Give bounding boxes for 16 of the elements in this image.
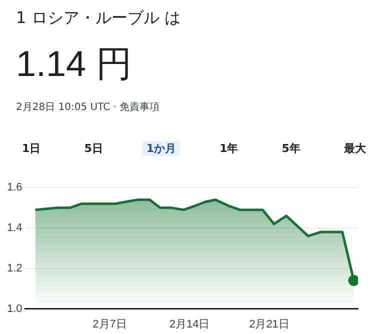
y-tick-label: 1.6 [6,182,22,194]
text: 最大 [342,141,367,156]
text: 1日 [21,141,42,156]
x-tick-label: 2月7日 [92,318,127,330]
text: 1年 [218,141,240,156]
text: 2月28日 10:05 UTC · 免責事項 [16,100,160,114]
y-tick-label: 1.2 [6,262,22,274]
text: 5年 [280,141,302,156]
chart-title: 1 ロシア・ルーブル は [16,8,180,29]
y-tick-label: 1.4 [6,222,22,234]
text: 1か月 [142,141,180,156]
x-tick-label: 2月21日 [249,318,290,330]
y-tick-label: 1.0 [6,302,22,315]
x-tick-label: 2月14日 [169,318,210,330]
text: 5日 [83,141,104,156]
chart-subtitle: 1.14 円 [16,42,132,86]
